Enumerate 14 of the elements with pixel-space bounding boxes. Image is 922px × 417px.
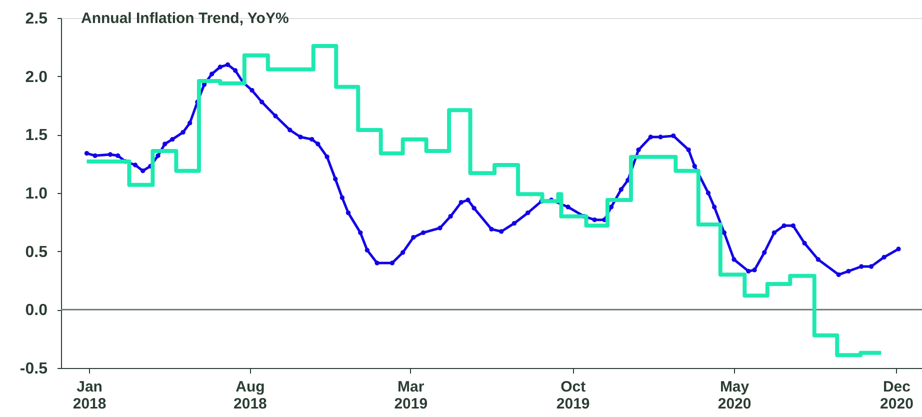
y-tick-label: -0.5 <box>20 360 48 378</box>
x-tick-label: Jan 2018 <box>72 378 106 412</box>
y-tick-label: 0.0 <box>25 302 48 320</box>
y-tick-label: 2.5 <box>25 10 48 28</box>
x-tick-label: Dec 2020 <box>880 378 914 412</box>
y-tick-label: 2.0 <box>25 68 48 86</box>
x-tick-label: Oct 2019 <box>556 378 590 412</box>
x-tick-label: Mar 2019 <box>394 378 428 412</box>
x-tick-label: Aug 2018 <box>234 378 267 412</box>
x-tick-label: May 2020 <box>718 378 752 412</box>
chart-title: Annual Inflation Trend, YoY% <box>81 10 289 27</box>
y-tick-label: 1.0 <box>25 186 48 202</box>
y-tick-label: 1.5 <box>25 127 48 144</box>
y-tick-label: 0.5 <box>25 244 48 261</box>
